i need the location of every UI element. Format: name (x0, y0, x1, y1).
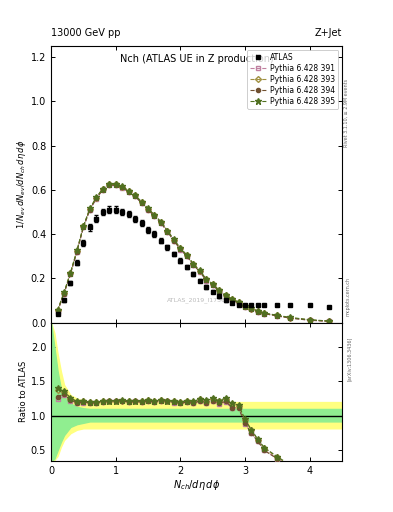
Y-axis label: Ratio to ATLAS: Ratio to ATLAS (19, 361, 28, 422)
Text: [arXiv:1306.3436]: [arXiv:1306.3436] (347, 336, 352, 380)
Text: Rivet 3.1.10, ≥ 2.9M events: Rivet 3.1.10, ≥ 2.9M events (344, 78, 349, 147)
Text: mcplots.cern.ch: mcplots.cern.ch (345, 278, 350, 316)
Y-axis label: $1/N_{ev}\,dN_{ev}/dN_{ch}\,d\eta\,d\phi$: $1/N_{ev}\,dN_{ev}/dN_{ch}\,d\eta\,d\phi… (15, 140, 28, 229)
Text: ATLAS_2019_I1736531: ATLAS_2019_I1736531 (167, 297, 238, 303)
Legend: ATLAS, Pythia 6.428 391, Pythia 6.428 393, Pythia 6.428 394, Pythia 6.428 395: ATLAS, Pythia 6.428 391, Pythia 6.428 39… (247, 50, 338, 109)
Text: Z+Jet: Z+Jet (314, 28, 342, 38)
Text: Nch (ATLAS UE in Z production): Nch (ATLAS UE in Z production) (119, 54, 274, 65)
X-axis label: $N_{ch}/d\eta\,d\phi$: $N_{ch}/d\eta\,d\phi$ (173, 478, 220, 493)
Text: 13000 GeV pp: 13000 GeV pp (51, 28, 121, 38)
